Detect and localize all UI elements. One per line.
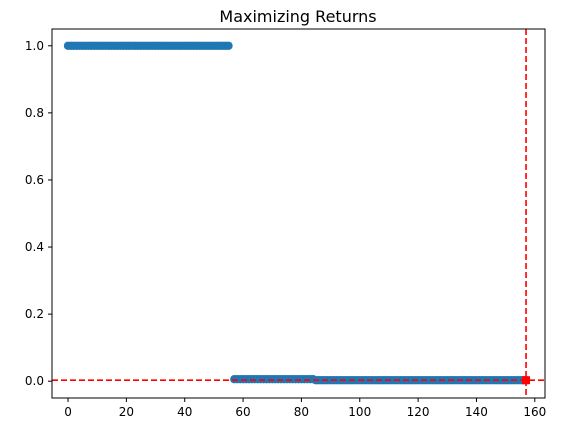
x-tick-label: 140: [465, 405, 488, 419]
y-tick-label: 0.0: [25, 374, 44, 388]
y-tick-label: 0.2: [25, 307, 44, 321]
y-tick-label: 0.4: [25, 240, 44, 254]
x-tick-label: 80: [294, 405, 309, 419]
x-tick-label: 40: [177, 405, 192, 419]
chart-title: Maximizing Returns: [219, 7, 376, 26]
x-tick-label: 120: [407, 405, 430, 419]
data-point: [224, 41, 233, 50]
x-tick-label: 100: [348, 405, 371, 419]
plot-frame: [51, 28, 546, 399]
x-tick-label: 0: [64, 405, 72, 419]
reference-lines: [52, 29, 545, 398]
y-tick-label: 0.8: [25, 106, 44, 120]
scatter-points: [63, 41, 531, 385]
x-tick-label: 20: [119, 405, 134, 419]
x-tick-label: 60: [235, 405, 250, 419]
y-tick-label: 1.0: [25, 39, 44, 53]
highlight-marker: [522, 376, 531, 385]
y-tick-label: 0.6: [25, 173, 44, 187]
x-axis: 0 20 40 60 80 100 120 140 160: [64, 398, 546, 419]
y-axis: 0.0 0.2 0.4 0.6 0.8 1.0: [25, 39, 52, 388]
x-tick-label: 160: [523, 405, 546, 419]
